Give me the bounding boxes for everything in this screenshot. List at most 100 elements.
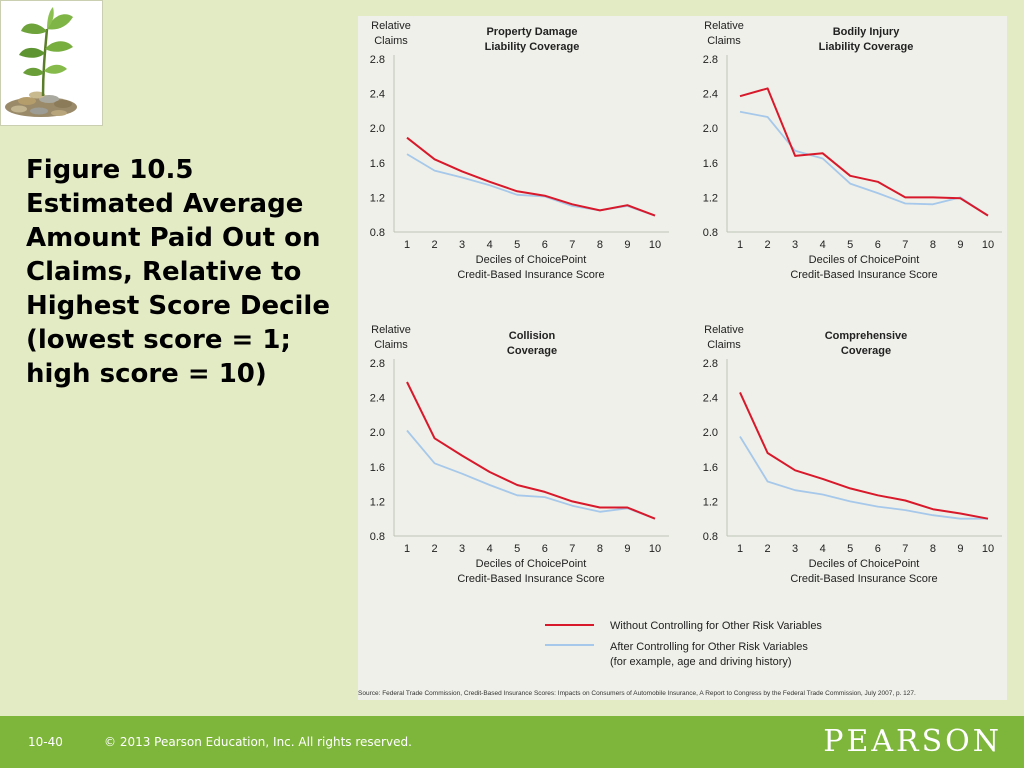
chart-2-title: Bodily Injury [833,26,901,38]
chart-3-x-tick-label: 9 [624,543,630,555]
chart-2-x-tick-label: 7 [902,239,908,251]
chart-4-series-after-line [739,436,988,520]
chart-1-x-tick-label: 6 [542,239,548,251]
figure-panel [358,16,1007,700]
chart-3-series-without-line [406,381,656,520]
chart-4-y-tick-label: 2.4 [703,393,718,405]
chart-4-x-tick-label: 6 [875,543,881,555]
chart-3-y-axis-label: Relative [371,324,411,336]
chart-1-y-axis-label: Relative [371,20,411,32]
chart-3-x-tick-label: 8 [597,543,603,555]
chart-1-x-tick-label: 8 [597,239,603,251]
chart-2-x-tick-label: 6 [875,239,881,251]
chart-1-series-without-line [406,136,656,217]
chart-1-x-tick-label: 10 [649,239,661,251]
slide-title: Figure 10.5 Estimated Average Amount Pai… [26,155,330,389]
chart-3-x-tick-label: 7 [569,543,575,555]
chart-3-x-axis-label: Deciles of ChoicePoint [476,558,587,570]
chart-3-x-tick-label: 10 [649,543,661,555]
chart-1-y-axis-label: Claims [374,35,408,47]
chart-3-x-tick-label: 6 [542,543,548,555]
chart-1-y-tick-label: 0.8 [370,227,385,239]
chart-3-x-axis-label: Credit-Based Insurance Score [457,573,604,585]
footer-bar: 10-40 © 2013 Pearson Education, Inc. All… [0,716,1024,768]
chart-1-y-tick-label: 1.2 [370,192,385,204]
chart-2-x-tick-label: 9 [957,239,963,251]
chart-2-x-tick-label: 10 [982,239,994,251]
chart-4-x-axis-label: Credit-Based Insurance Score [790,573,937,585]
chart-4-x-axis-label: Deciles of ChoicePoint [809,558,920,570]
chart-1-y-tick-label: 1.6 [370,158,385,170]
legend-after-note: (for example, age and driving history) [610,656,792,668]
chart-4-x-tick-label: 5 [847,543,853,555]
chart-3-y-tick-label: 2.4 [370,393,385,405]
chart-3-y-tick-label: 1.6 [370,462,385,474]
chart-2-x-axis-label: Deciles of ChoicePoint [809,254,920,266]
chart-1-x-tick-label: 4 [487,239,493,251]
chart-3-y-tick-label: 0.8 [370,531,385,543]
chart-4-x-tick-label: 10 [982,543,994,555]
chart-4-title: Coverage [841,345,891,357]
legend-without-label: Without Controlling for Other Risk Varia… [610,620,822,632]
chart-3-title: Collision [509,330,556,342]
chart-2-y-tick-label: 1.6 [703,158,718,170]
chart-4-y-tick-label: 1.6 [703,462,718,474]
chart-1-x-axis-label: Credit-Based Insurance Score [457,269,604,281]
chart-3-y-tick-label: 2.8 [370,358,385,370]
chart-1-x-tick-label: 5 [514,239,520,251]
chart-3-x-tick-label: 3 [459,543,465,555]
chart-2-x-tick-label: 5 [847,239,853,251]
chart-2-title: Liability Coverage [819,41,914,53]
chart-3-title: Coverage [507,345,557,357]
chart-3-x-tick-label: 1 [404,543,410,555]
chart-4-x-tick-label: 1 [737,543,743,555]
chart-4-x-tick-label: 9 [957,543,963,555]
chart-2-y-axis-label: Claims [707,35,741,47]
chart-2-y-axis-label: Relative [704,20,744,32]
chart-1-y-tick-label: 2.8 [370,54,385,66]
copyright-text: © 2013 Pearson Education, Inc. All right… [104,735,412,749]
chart-4-x-tick-label: 7 [902,543,908,555]
page-number: 10-40 [28,735,63,749]
chart-2-x-axis-label: Credit-Based Insurance Score [790,269,937,281]
chart-1-x-tick-label: 2 [431,239,437,251]
chart-4-title: Comprehensive [825,330,908,342]
chart-4-x-tick-label: 4 [820,543,826,555]
chart-1-x-axis-label: Deciles of ChoicePoint [476,254,587,266]
seedling-on-coins-icon [5,7,77,117]
chart-2-y-tick-label: 1.2 [703,192,718,204]
chart-1-x-tick-label: 7 [569,239,575,251]
chart-3-x-tick-label: 4 [487,543,493,555]
chart-1-y-tick-label: 2.0 [370,123,385,135]
chart-4-y-tick-label: 1.2 [703,496,718,508]
chart-4-series-without-line [739,391,989,520]
chart-2-series-after-line [739,110,989,217]
legend-after-label: After Controlling for Other Risk Variabl… [610,641,808,653]
chart-2-x-tick-label: 4 [820,239,826,251]
chart-3-y-tick-label: 1.2 [370,496,385,508]
chart-2-y-tick-label: 0.8 [703,227,718,239]
chart-1-title: Liability Coverage [485,41,580,53]
chart-4-y-tick-label: 2.0 [703,427,718,439]
chart-4-x-tick-label: 8 [930,543,936,555]
chart-2-x-tick-label: 3 [792,239,798,251]
chart-2-x-tick-label: 2 [764,239,770,251]
chart-4-y-tick-label: 2.8 [703,358,718,370]
chart-1-y-tick-label: 2.4 [370,89,385,101]
chart-1-x-tick-label: 9 [624,239,630,251]
chart-2-y-tick-label: 2.0 [703,123,718,135]
chart-2-x-tick-label: 1 [737,239,743,251]
chart-3-series-after-line [406,429,656,520]
chart-4-x-tick-label: 2 [764,543,770,555]
chart-3-y-tick-label: 2.0 [370,427,385,439]
chart-4-y-tick-label: 0.8 [703,531,718,543]
chart-4-y-axis-label: Claims [707,339,741,351]
chart-2-y-tick-label: 2.8 [703,54,718,66]
chart-1-title: Property Damage [486,26,577,38]
logo [0,0,103,126]
chart-3-x-tick-label: 5 [514,543,520,555]
chart-1-x-tick-label: 3 [459,239,465,251]
chart-3-y-axis-label: Claims [374,339,408,351]
chart-2-x-tick-label: 8 [930,239,936,251]
chart-4-y-axis-label: Relative [704,324,744,336]
